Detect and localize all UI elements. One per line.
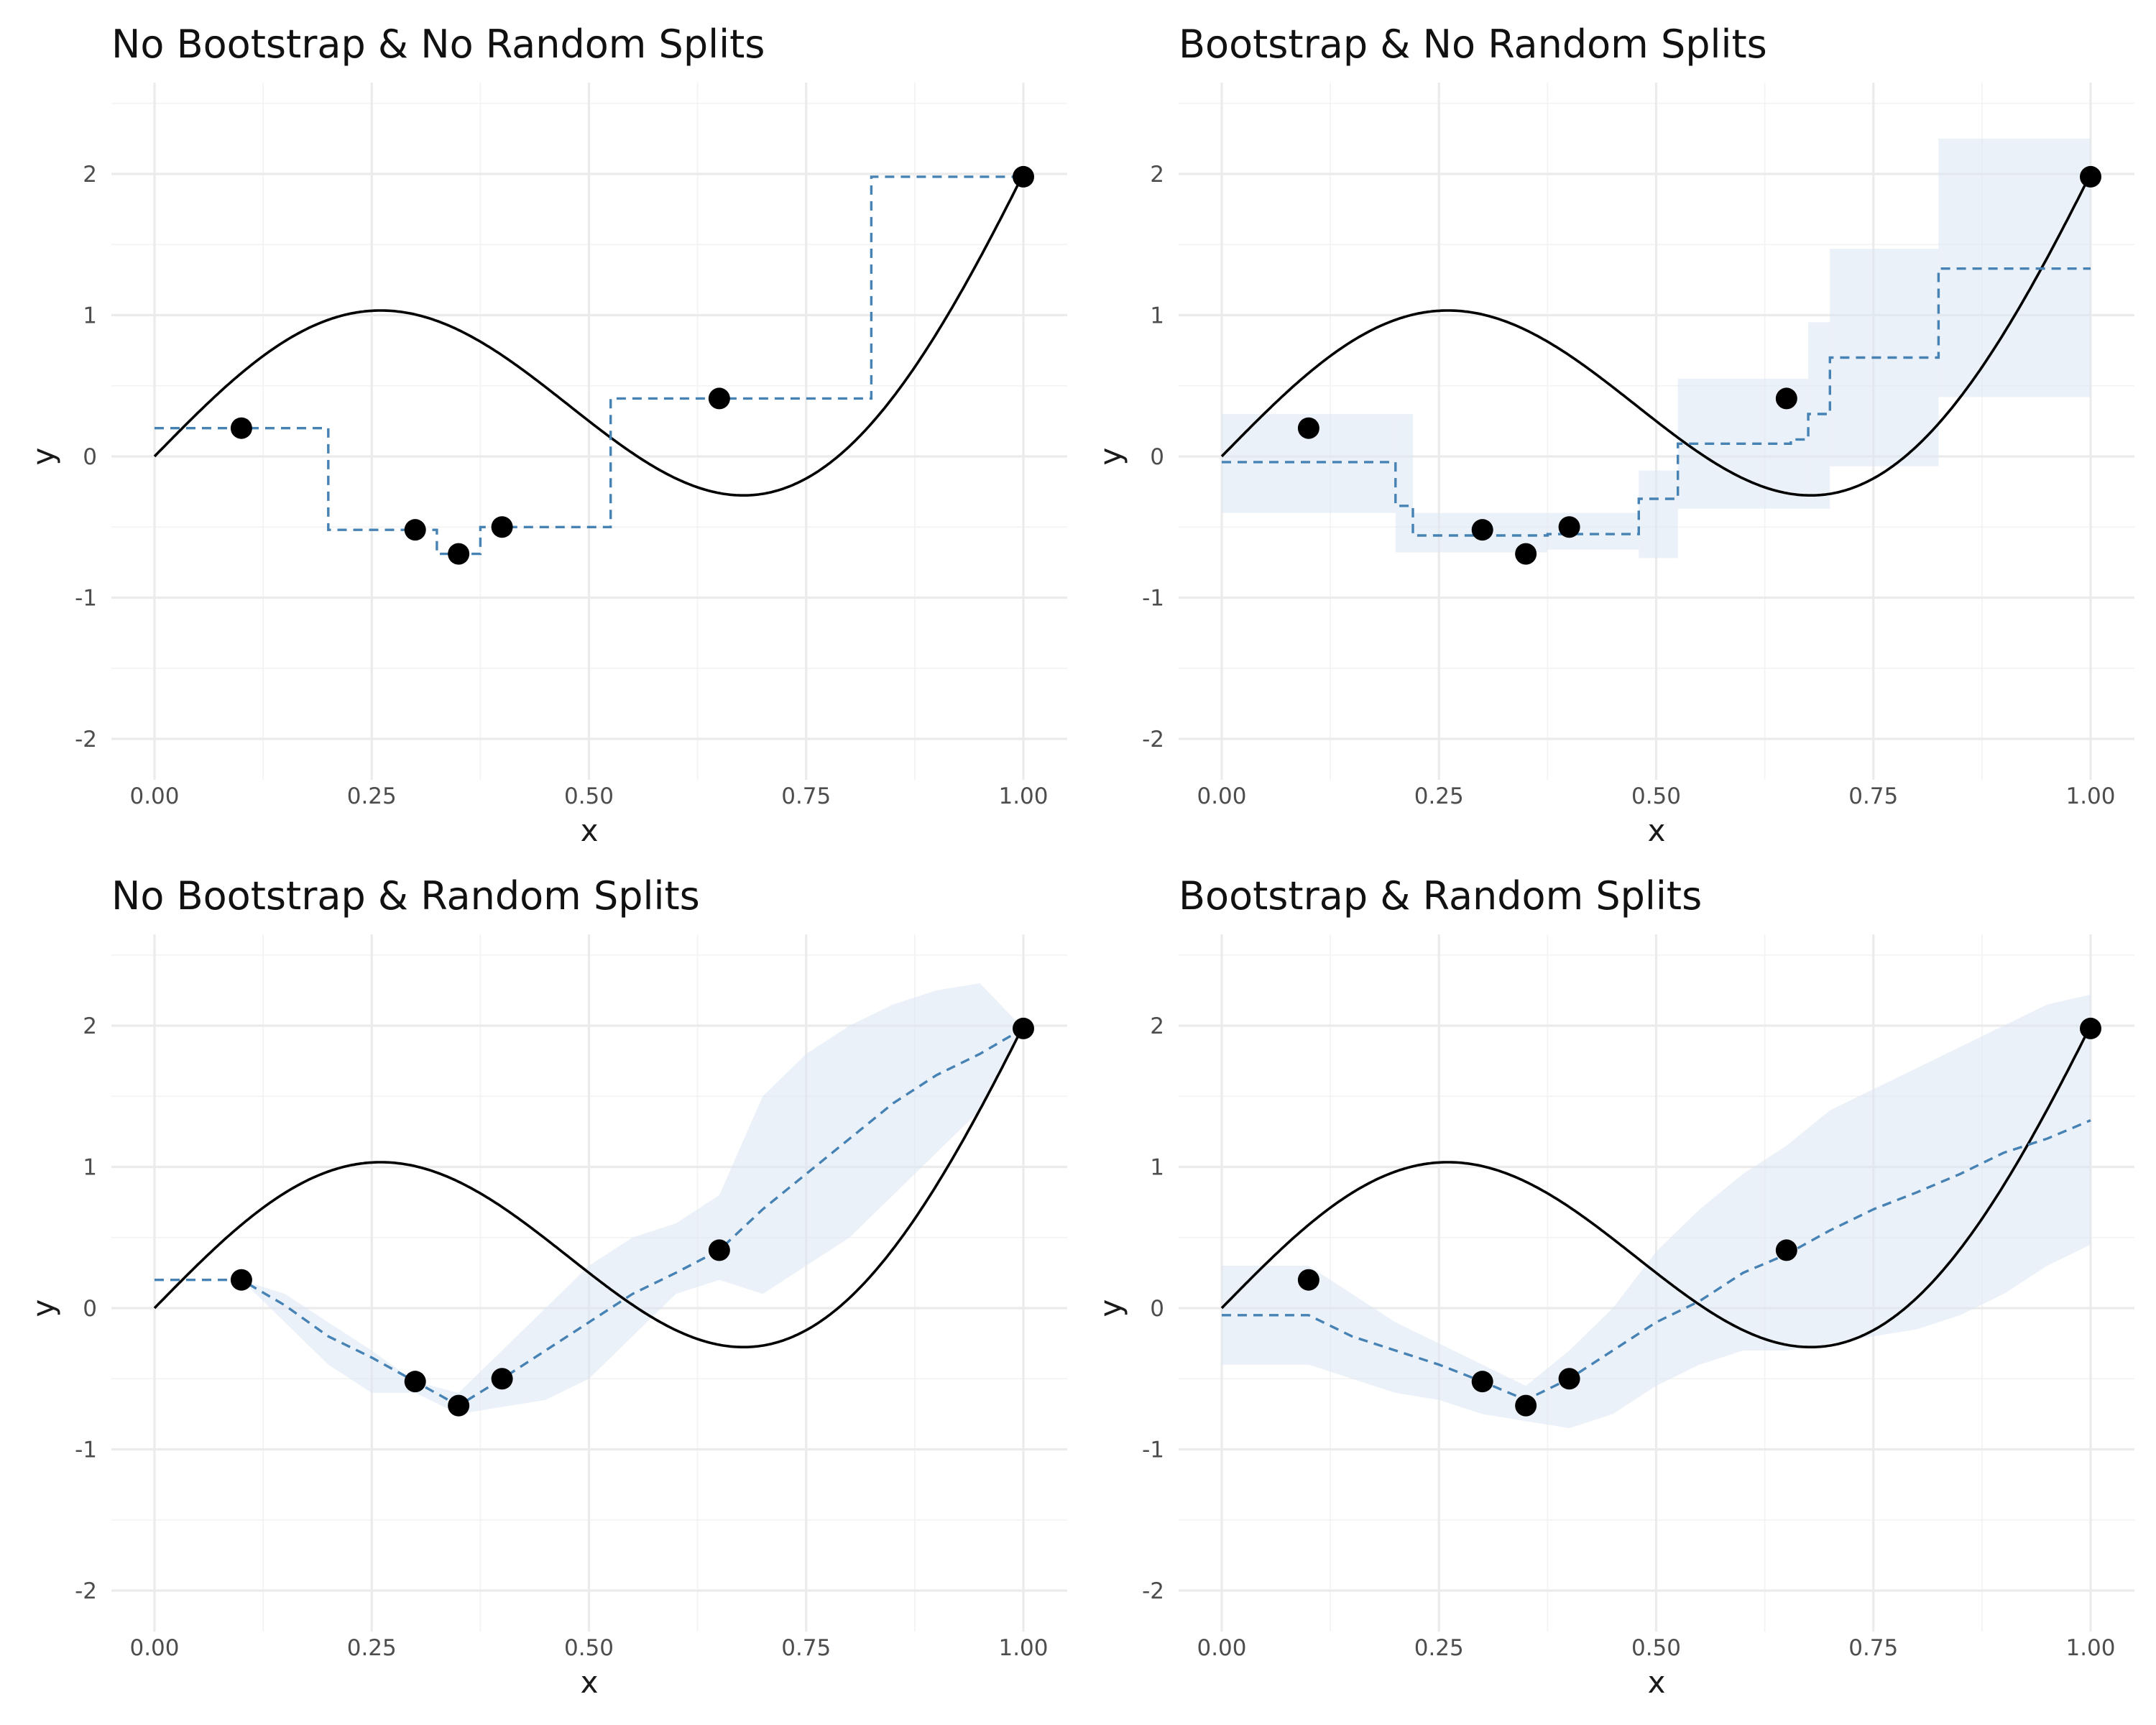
- y-tick-label: -1: [1142, 586, 1164, 612]
- x-tick-label: 1.00: [2065, 1635, 2115, 1661]
- data-point: [230, 1269, 252, 1291]
- x-tick-label: 0.25: [347, 1635, 397, 1661]
- x-axis-label: x: [1648, 1665, 1666, 1700]
- data-point: [1013, 1017, 1034, 1039]
- x-tick-label: 0.25: [1414, 783, 1464, 809]
- data-point: [1558, 516, 1580, 538]
- data-point: [1775, 387, 1797, 410]
- data-point: [1013, 165, 1034, 188]
- data-point: [1775, 1239, 1797, 1261]
- data-point: [1515, 1394, 1537, 1417]
- y-tick-label: 1: [83, 1155, 97, 1181]
- x-tick-label: 0.00: [1197, 783, 1246, 809]
- y-axis-label: y: [26, 1300, 61, 1317]
- panel-title: Bootstrap & No Random Splits: [1179, 22, 1767, 67]
- y-tick-label: 2: [83, 162, 97, 188]
- y-tick-label: -2: [75, 727, 97, 753]
- x-tick-label: 1.00: [2065, 783, 2115, 809]
- x-tick-label: 0.25: [347, 783, 397, 809]
- data-point: [708, 1239, 730, 1261]
- y-tick-label: 1: [83, 303, 97, 329]
- data-point: [491, 1368, 513, 1390]
- x-tick-label: 0.75: [1848, 783, 1898, 809]
- y-tick-label: 2: [83, 1013, 97, 1039]
- x-tick-label: 0.50: [564, 1635, 614, 1661]
- y-tick-label: 1: [1150, 303, 1164, 329]
- y-tick-label: -1: [75, 1438, 97, 1463]
- data-point: [448, 1394, 470, 1417]
- y-tick-label: -2: [1142, 727, 1164, 753]
- y-tick-label: -1: [75, 586, 97, 612]
- true-function-line: [153, 173, 1025, 497]
- data-point: [1471, 519, 1493, 541]
- x-tick-label: 0.00: [129, 1635, 179, 1661]
- data-point: [404, 519, 426, 541]
- y-axis-label: y: [1093, 448, 1128, 466]
- y-tick-label: 1: [1150, 1155, 1164, 1181]
- panel-title: No Bootstrap & No Random Splits: [111, 22, 765, 67]
- x-axis-label: x: [1648, 813, 1666, 848]
- true-function-line: [153, 1025, 1025, 1348]
- y-tick-label: 0: [83, 1296, 97, 1322]
- panel-4: Bootstrap & Random Splits 0.00 0.25 0.50 0.7…: [1093, 873, 2134, 1700]
- panel-3: No Bootstrap & Random Splits 0.00 0.25 0.50…: [26, 873, 1067, 1700]
- x-tick-label: 0.50: [564, 783, 614, 809]
- prediction-line: [1222, 1119, 2091, 1402]
- prediction-line: [155, 175, 1023, 556]
- data-point: [1558, 1368, 1580, 1390]
- confidence-band-step: [1808, 322, 1830, 509]
- x-tick-label: 0.75: [1848, 1635, 1898, 1661]
- y-axis-label: y: [1093, 1300, 1128, 1317]
- prediction-line: [155, 1027, 1024, 1407]
- data-point: [230, 417, 252, 439]
- x-tick-label: 0.00: [129, 783, 179, 809]
- data-point: [491, 516, 513, 538]
- data-point: [1471, 1371, 1493, 1393]
- confidence-band: [1222, 994, 2091, 1428]
- panel-2: Bootstrap & No Random Splits 0.00 0.25 0.50…: [1093, 22, 2134, 848]
- prediction-line: [1222, 267, 2091, 537]
- panel-title: No Bootstrap & Random Splits: [111, 873, 700, 919]
- y-tick-label: 0: [83, 444, 97, 470]
- panel-title: Bootstrap & Random Splits: [1179, 873, 1702, 919]
- data-point: [448, 543, 470, 565]
- x-tick-label: 0.75: [781, 783, 831, 809]
- data-point: [404, 1371, 426, 1393]
- confidence-band-step: [1639, 470, 1678, 558]
- data-point: [1515, 543, 1537, 565]
- y-tick-label: -2: [1142, 1578, 1164, 1604]
- x-axis-label: x: [581, 813, 599, 848]
- x-tick-label: 0.50: [1631, 783, 1681, 809]
- y-tick-label: -2: [75, 1578, 97, 1604]
- true-function-line: [1220, 173, 2092, 497]
- x-tick-label: 1.00: [998, 1635, 1048, 1661]
- true-function-line: [1220, 1025, 2092, 1348]
- data-point: [2080, 165, 2101, 188]
- y-tick-label: 0: [1150, 444, 1164, 470]
- data-point: [708, 387, 730, 410]
- x-tick-label: 0.25: [1414, 1635, 1464, 1661]
- panel-1: No Bootstrap & No Random Splits 0.00 0.25 0…: [26, 22, 1067, 848]
- x-tick-label: 1.00: [998, 783, 1048, 809]
- y-tick-label: 0: [1150, 1296, 1164, 1322]
- data-point: [1297, 417, 1319, 439]
- y-tick-label: 2: [1150, 162, 1164, 188]
- x-tick-label: 0.75: [781, 1635, 831, 1661]
- data-point: [1297, 1269, 1319, 1291]
- y-tick-label: 2: [1150, 1013, 1164, 1039]
- x-tick-label: 0.00: [1197, 1635, 1246, 1661]
- x-tick-label: 0.50: [1631, 1635, 1681, 1661]
- confidence-band: [241, 983, 1023, 1414]
- y-axis-label: y: [26, 448, 61, 466]
- y-tick-label: -1: [1142, 1438, 1164, 1463]
- confidence-band-step: [1395, 414, 1413, 553]
- x-axis-label: x: [581, 1665, 599, 1700]
- data-point: [2080, 1017, 2101, 1039]
